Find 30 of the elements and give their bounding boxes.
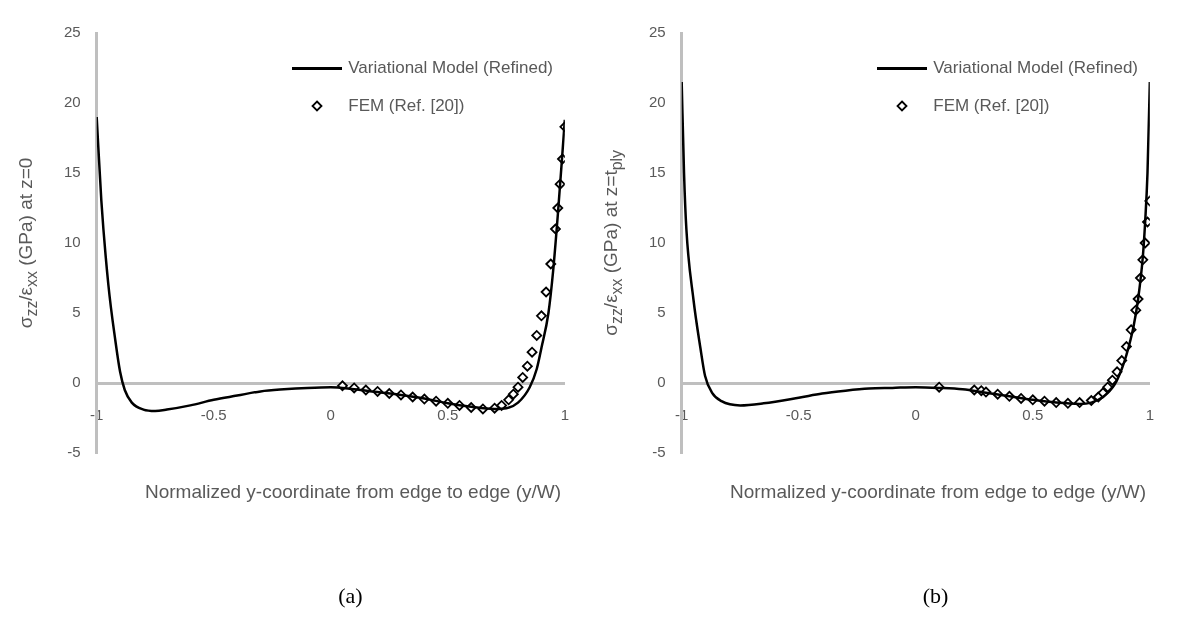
text: (a) [337,583,364,609]
x-tick-label: 1 [560,406,569,424]
legend-label: FEM (Ref. [20]) [933,96,1050,116]
y-tick-label: 5 [657,303,666,321]
x-tick-label: 0 [911,406,920,424]
y-tick-label: 20 [64,93,81,111]
y-tick-label: 25 [64,23,81,41]
legend-label: Variational Model (Refined) [933,58,1138,78]
x-tick-label: 0.5 [1022,406,1044,424]
y-tick-label: 15 [649,163,666,181]
x-tick-label: -0.5 [200,406,227,424]
y-tick-label: -5 [67,443,81,461]
y-tick-label: 5 [72,303,81,321]
y-tick-label: 20 [649,93,666,111]
y-tick-label: 15 [64,163,81,181]
y-tick-label: 0 [72,373,81,391]
x-axis-title: Normalized y-coordinate from edge to edge (y/W) [728,480,1148,504]
x-tick-label: -0.5 [785,406,812,424]
legend-label: Variational Model (Refined) [348,58,553,78]
y-tick-label: 10 [64,233,81,251]
y-tick-label: 0 [657,373,666,391]
x-tick-label: 0.5 [437,406,459,424]
x-axis-title: Normalized y-coordinate from edge to edge (y/W) [143,480,563,504]
y-tick-label: 10 [649,233,666,251]
text: (b) [921,583,950,609]
y-tick-label: -5 [652,443,666,461]
legend-label: FEM (Ref. [20]) [348,96,465,116]
x-tick-label: 1 [1145,406,1154,424]
x-tick-label: 0 [326,406,335,424]
y-tick-label: 25 [649,23,666,41]
